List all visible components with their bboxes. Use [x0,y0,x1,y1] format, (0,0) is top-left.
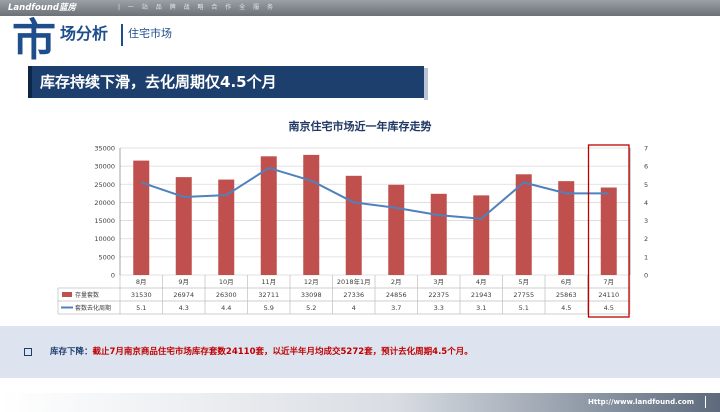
data-label: 26974 [173,291,194,299]
x-tick-label: 2018年1月 [337,277,371,286]
series-line [140,166,609,220]
data-label: 25863 [556,291,577,299]
y-left-tick-label: 20000 [94,199,115,207]
y-left-tick-label: 0 [111,272,115,280]
bar [430,193,447,275]
y-right-tick-label: 3 [644,217,648,225]
y-right-tick-label: 4 [644,199,648,207]
x-tick-label: 12月 [304,278,319,286]
company-logo: Landfound蓝房 [8,3,77,13]
footer-bar [0,393,720,412]
title-separator [121,24,123,46]
headline-text: 库存持续下滑，去化周期仅4.5个月 [40,73,277,91]
x-tick-label: 4月 [476,278,487,286]
data-label: 3.3 [434,304,444,312]
data-label: 5.2 [306,304,316,312]
x-tick-label: 8月 [136,278,147,286]
data-label: 33098 [301,291,322,299]
section-title: 场分析 [60,24,109,43]
y-right-tick-label: 1 [644,253,648,261]
data-label: 3.1 [476,304,486,312]
x-tick-label: 2月 [391,278,402,286]
data-label: 27336 [343,291,364,299]
summary-label: 库存下降： [50,347,93,357]
data-label: 32711 [258,291,279,299]
x-tick-label: 9月 [178,278,189,286]
bar [260,156,277,275]
highlight-box [587,144,630,318]
top-bar [0,0,720,16]
bar [133,160,150,275]
y-left-tick-label: 35000 [94,145,115,153]
bar [175,177,192,275]
data-label: 26300 [216,291,237,299]
y-left-tick-label: 5000 [98,253,115,261]
bar [345,175,362,275]
banner-shadow [424,68,428,100]
x-tick-label: 6月 [561,278,572,286]
data-label: 24110 [598,291,619,299]
bar [473,195,490,275]
headline-banner [28,66,424,98]
footer-url[interactable]: Http://www.landfound.com [588,398,694,406]
legend-label: 存量套数 [75,291,99,299]
data-label: 22375 [428,291,449,299]
y-left-tick-label: 15000 [94,217,115,225]
x-tick-label: 10月 [219,278,234,286]
data-label: 24856 [386,291,407,299]
y-right-tick-label: 5 [644,181,648,189]
summary-text: 库存下降：截止7月南京商品住宅市场库存套数24110套，以近半年月均成交5272… [50,345,473,359]
data-label: 3.7 [391,304,401,312]
square-bullet-icon [24,348,32,356]
data-label: 4.5 [561,304,571,312]
x-tick-label: 5月 [518,278,529,286]
x-tick-label: 3月 [433,278,444,286]
x-tick-label: 7月 [603,278,614,286]
x-tick-label: 11月 [261,278,276,286]
bar [558,181,575,275]
data-label: 5.9 [264,304,274,312]
section-initial-char: 市 [12,15,56,66]
subsection-title: 住宅市场 [128,27,172,40]
y-left-tick-label: 25000 [94,181,115,189]
bar [388,184,405,275]
bar [218,179,235,275]
data-label: 4.4 [221,304,231,312]
bar [600,187,617,275]
legend-key-bar [62,292,72,297]
bar [303,154,320,275]
inventory-chart: 0 5000 10000 15000 20000 25000 30000 35000 0 1 2 3 4… [57,144,648,318]
y-left-tick-label: 10000 [94,235,115,243]
chart-title: 南京住宅市场近一年库存走势 [288,120,432,133]
data-label: 4.3 [179,304,189,312]
summary-box [0,326,720,378]
y-left-tick-label: 30000 [94,163,115,171]
data-label: 5.1 [519,304,529,312]
y-right-tick-label: 6 [644,163,648,171]
data-label: 27755 [513,291,534,299]
company-tagline: | 一 站 品 牌 战 略 合 作 全 服 务 [118,4,277,11]
y-right-tick-label: 7 [644,145,648,153]
y-right-tick-label: 2 [644,235,648,243]
footer-divider [705,396,706,408]
data-label: 31530 [131,291,152,299]
y-right-tick-label: 0 [644,272,648,280]
data-label: 5.1 [136,304,146,312]
bar [515,174,532,275]
data-label: 21943 [471,291,492,299]
data-label: 4.5 [604,304,614,312]
data-label: 4 [352,304,356,312]
summary-body: 截止7月南京商品住宅市场库存套数24110套，以近半年月均成交5272套，预计去… [92,347,473,357]
legend-label: 套数去化周期 [75,304,111,312]
